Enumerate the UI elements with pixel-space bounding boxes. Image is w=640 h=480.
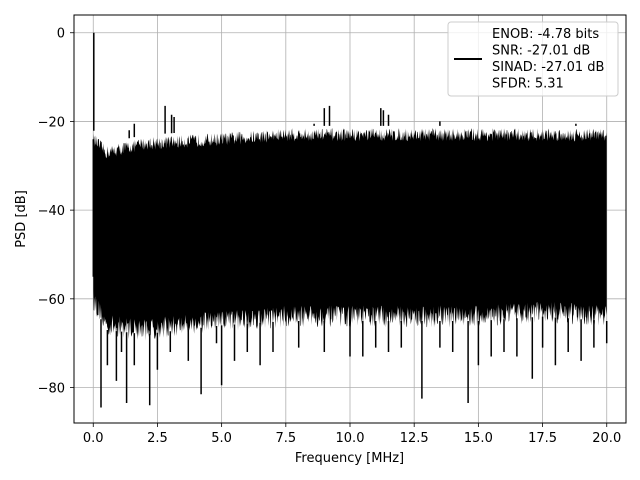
legend-text-line: ENOB: -4.78 bits xyxy=(492,27,599,42)
legend-text-line: SINAD: -27.01 dB xyxy=(492,60,604,75)
legend-text-line: SFDR: 5.31 xyxy=(492,77,564,92)
legend-text-line: SNR: -27.01 dB xyxy=(492,44,590,59)
x-axis-ticks: 0.0 2.5 5.0 7.5 10.0 12.5 15.0 17.5 20.0 xyxy=(83,423,621,446)
x-tick-label: 12.5 xyxy=(400,431,429,446)
psd-series xyxy=(92,32,608,408)
y-tick-label: −40 xyxy=(38,204,65,219)
x-tick-label: 7.5 xyxy=(275,431,296,446)
y-axis-ticks: 0 −20 −40 −60 −80 xyxy=(38,27,74,397)
legend: ENOB: -4.78 bits SNR: -27.01 dB SINAD: -27… xyxy=(447,21,619,97)
x-tick-label: 2.5 xyxy=(147,431,168,446)
x-tick-label: 0.0 xyxy=(83,431,104,446)
y-tick-label: 0 xyxy=(57,27,65,42)
x-tick-label: 10.0 xyxy=(336,431,365,446)
legend-box xyxy=(447,21,619,97)
x-tick-label: 20.0 xyxy=(592,431,621,446)
y-tick-label: −60 xyxy=(38,293,65,308)
y-axis-label: PSD [dB] xyxy=(14,190,29,248)
x-tick-label: 17.5 xyxy=(528,431,557,446)
psd-trace-line xyxy=(92,32,608,408)
x-axis-label: Frequency [MHz] xyxy=(295,451,404,466)
y-tick-label: −20 xyxy=(38,115,65,130)
x-tick-label: 5.0 xyxy=(211,431,232,446)
y-tick-label: −80 xyxy=(38,382,65,397)
psd-trace-band xyxy=(93,128,607,341)
x-tick-label: 15.0 xyxy=(464,431,493,446)
legend-label: ENOB: -4.78 bits SNR: -27.01 dB SINAD: -27… xyxy=(492,27,604,92)
